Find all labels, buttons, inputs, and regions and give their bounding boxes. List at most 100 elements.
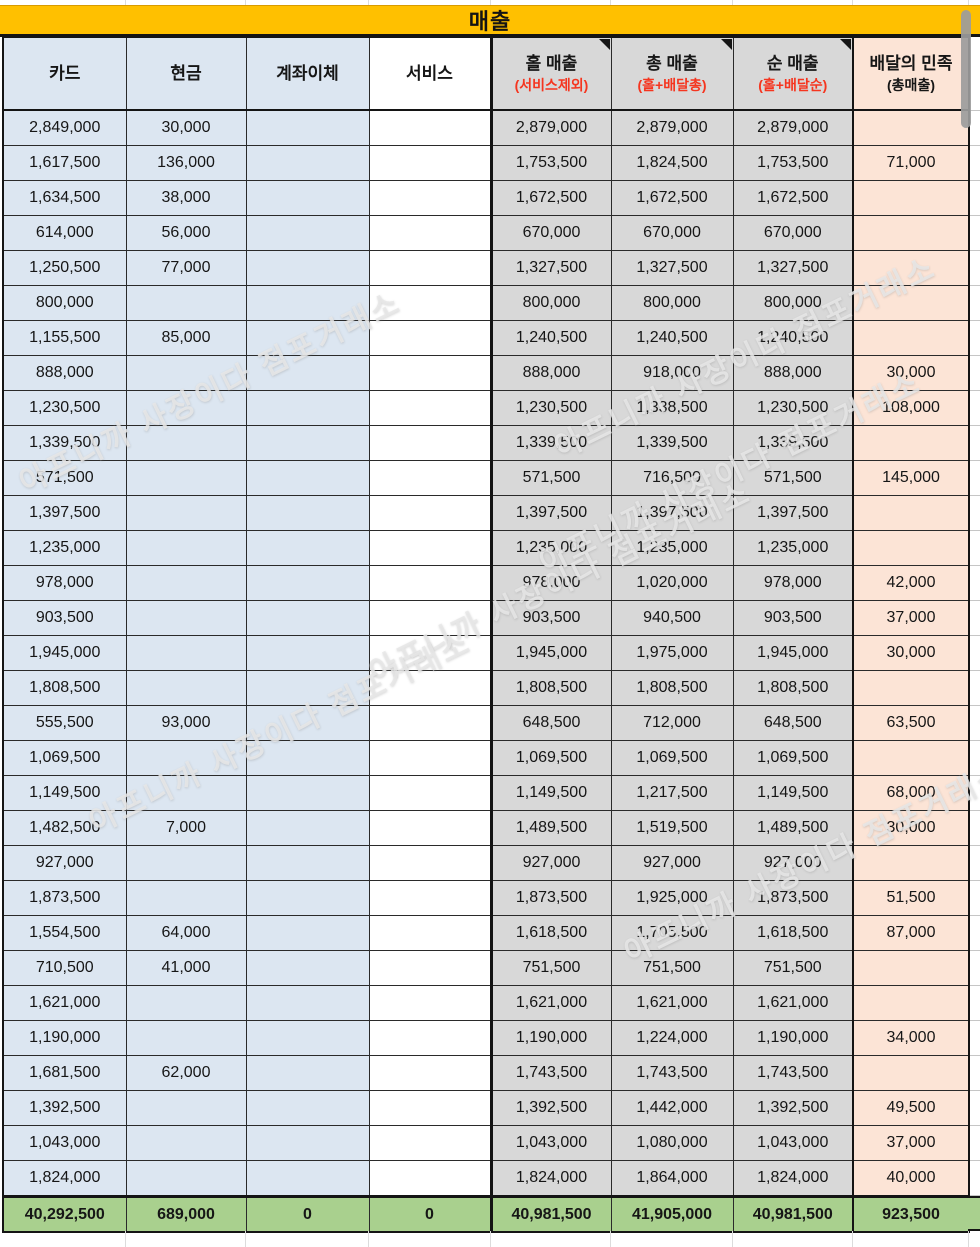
cell-transfer[interactable] <box>245 285 370 321</box>
total-card[interactable]: 40,292,500 <box>2 1195 127 1233</box>
cell-baemin[interactable]: 34,000 <box>852 1020 970 1056</box>
cell-hall_sales[interactable]: 1,043,000 <box>489 1125 612 1161</box>
cell-cash[interactable] <box>125 285 247 321</box>
cell-baemin[interactable]: 145,000 <box>852 460 970 496</box>
cell-total_sales[interactable]: 2,879,000 <box>610 109 734 146</box>
cell-service[interactable] <box>368 355 492 391</box>
cell-hall_sales[interactable]: 1,618,500 <box>489 915 612 951</box>
cell-cash[interactable]: 136,000 <box>125 145 247 181</box>
cell-transfer[interactable] <box>245 390 370 426</box>
cell-hall_sales[interactable]: 1,672,500 <box>489 180 612 216</box>
cell-baemin[interactable] <box>852 180 970 216</box>
cell-transfer[interactable] <box>245 845 370 881</box>
cell-net_sales[interactable]: 1,618,500 <box>732 915 854 951</box>
cell-baemin[interactable]: 37,000 <box>852 600 970 636</box>
cell-hall_sales[interactable]: 1,808,500 <box>489 670 612 706</box>
cell-baemin[interactable] <box>852 495 970 531</box>
cell-card[interactable]: 1,621,000 <box>2 985 127 1021</box>
cell-baemin[interactable] <box>852 670 970 706</box>
cell-hall_sales[interactable]: 1,753,500 <box>489 145 612 181</box>
cell-service[interactable] <box>368 600 492 636</box>
cell-hall_sales[interactable]: 800,000 <box>489 285 612 321</box>
cell-card[interactable]: 1,873,500 <box>2 880 127 916</box>
cell-net_sales[interactable]: 1,392,500 <box>732 1090 854 1126</box>
cell-service[interactable] <box>368 460 492 496</box>
cell-card[interactable]: 1,617,500 <box>2 145 127 181</box>
cell-service[interactable] <box>368 109 492 146</box>
cell-transfer[interactable] <box>245 460 370 496</box>
cell-transfer[interactable] <box>245 740 370 776</box>
cell-cash[interactable]: 85,000 <box>125 320 247 356</box>
cell-card[interactable]: 1,339,500 <box>2 425 127 461</box>
cell-total_sales[interactable]: 1,069,500 <box>610 740 734 776</box>
cell-service[interactable] <box>368 705 492 741</box>
cell-hall_sales[interactable]: 1,339,500 <box>489 425 612 461</box>
cell-card[interactable]: 1,149,500 <box>2 775 127 811</box>
cell-transfer[interactable] <box>245 145 370 181</box>
cell-cash[interactable] <box>125 985 247 1021</box>
cell-hall_sales[interactable]: 1,240,500 <box>489 320 612 356</box>
cell-service[interactable] <box>368 320 492 356</box>
cell-hall_sales[interactable]: 1,149,500 <box>489 775 612 811</box>
cell-card[interactable]: 1,392,500 <box>2 1090 127 1126</box>
cell-card[interactable]: 2,849,000 <box>2 109 127 146</box>
cell-baemin[interactable]: 30,000 <box>852 355 970 391</box>
column-header-baemin[interactable]: 배달의 민족 (총매출) <box>852 36 970 111</box>
cell-cash[interactable] <box>125 1090 247 1126</box>
total-total_sales[interactable]: 41,905,000 <box>610 1195 734 1233</box>
cell-hall_sales[interactable]: 2,879,000 <box>489 109 612 146</box>
total-baemin[interactable]: 923,500 <box>852 1195 970 1233</box>
cell-net_sales[interactable]: 1,339,500 <box>732 425 854 461</box>
cell-card[interactable]: 1,043,000 <box>2 1125 127 1161</box>
cell-transfer[interactable] <box>245 1125 370 1161</box>
cell-service[interactable] <box>368 1055 492 1091</box>
cell-cash[interactable] <box>125 670 247 706</box>
cell-card[interactable]: 555,500 <box>2 705 127 741</box>
cell-baemin[interactable] <box>852 530 970 566</box>
cell-net_sales[interactable]: 1,327,500 <box>732 250 854 286</box>
cell-card[interactable]: 1,155,500 <box>2 320 127 356</box>
cell-transfer[interactable] <box>245 425 370 461</box>
cell-cash[interactable]: 56,000 <box>125 215 247 251</box>
cell-net_sales[interactable]: 670,000 <box>732 215 854 251</box>
cell-net_sales[interactable]: 888,000 <box>732 355 854 391</box>
cell-net_sales[interactable]: 1,190,000 <box>732 1020 854 1056</box>
cell-cash[interactable]: 41,000 <box>125 950 247 986</box>
cell-card[interactable]: 978,000 <box>2 565 127 601</box>
cell-hall_sales[interactable]: 888,000 <box>489 355 612 391</box>
cell-service[interactable] <box>368 285 492 321</box>
cell-card[interactable]: 710,500 <box>2 950 127 986</box>
cell-net_sales[interactable]: 2,879,000 <box>732 109 854 146</box>
cell-transfer[interactable] <box>245 1160 370 1197</box>
cell-cash[interactable] <box>125 390 247 426</box>
cell-total_sales[interactable]: 670,000 <box>610 215 734 251</box>
cell-cash[interactable]: 93,000 <box>125 705 247 741</box>
cell-total_sales[interactable]: 1,519,500 <box>610 810 734 846</box>
cell-cash[interactable] <box>125 600 247 636</box>
cell-hall_sales[interactable]: 1,945,000 <box>489 635 612 671</box>
cell-net_sales[interactable]: 1,240,500 <box>732 320 854 356</box>
cell-transfer[interactable] <box>245 320 370 356</box>
cell-card[interactable]: 927,000 <box>2 845 127 881</box>
cell-service[interactable] <box>368 565 492 601</box>
total-cash[interactable]: 689,000 <box>125 1195 247 1233</box>
cell-transfer[interactable] <box>245 1055 370 1091</box>
cell-cash[interactable]: 30,000 <box>125 109 247 146</box>
cell-total_sales[interactable]: 1,235,000 <box>610 530 734 566</box>
cell-card[interactable]: 1,397,500 <box>2 495 127 531</box>
cell-service[interactable] <box>368 530 492 566</box>
column-header-hall_sales[interactable]: 홀 매출 (서비스제외) <box>489 36 612 111</box>
cell-baemin[interactable] <box>852 425 970 461</box>
total-service[interactable]: 0 <box>368 1195 492 1233</box>
total-hall_sales[interactable]: 40,981,500 <box>489 1195 612 1233</box>
cell-transfer[interactable] <box>245 775 370 811</box>
cell-total_sales[interactable]: 1,621,000 <box>610 985 734 1021</box>
cell-service[interactable] <box>368 250 492 286</box>
cell-baemin[interactable]: 40,000 <box>852 1160 970 1197</box>
cell-baemin[interactable]: 37,000 <box>852 1125 970 1161</box>
cell-service[interactable] <box>368 1090 492 1126</box>
cell-transfer[interactable] <box>245 565 370 601</box>
cell-cash[interactable]: 77,000 <box>125 250 247 286</box>
cell-hall_sales[interactable]: 927,000 <box>489 845 612 881</box>
cell-baemin[interactable] <box>852 1055 970 1091</box>
